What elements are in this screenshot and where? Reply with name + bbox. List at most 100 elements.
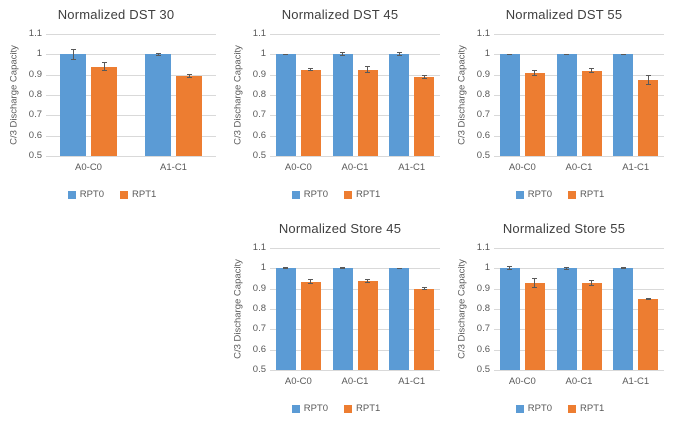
error-bar-cap-top [645, 74, 651, 76]
gridline [494, 268, 664, 270]
bar-rpt0-a0-c0 [275, 267, 296, 370]
legend-swatch-rpt0 [291, 190, 300, 199]
plot-area [270, 248, 440, 371]
legend-label-rpt0: RPT0 [527, 403, 552, 414]
bar-rpt0-a1-c1 [145, 52, 171, 156]
bar-group-a1-c1 [607, 34, 664, 156]
gridline [270, 156, 440, 157]
error-bar-cap-bottom [155, 54, 161, 56]
gridline [270, 135, 440, 137]
error-bar-cap-top [365, 278, 370, 280]
legend-swatch-rpt1 [344, 190, 352, 199]
gridline [270, 329, 440, 331]
error-bar-cap-top [589, 68, 594, 70]
bar-rpt1-a1-c1 [414, 287, 435, 370]
y-axis-title-text: C/3 Discharge Capacity [8, 45, 20, 145]
chart-plot-region: C/3 Discharge Capacity 1.1 1 0.9 0.8 0.7 0.6 0… [456, 243, 664, 375]
legend: RPT0 RPT1 [232, 189, 440, 200]
error-bar-cap-bottom [283, 268, 289, 270]
bar-rpt0-a1-c1 [389, 267, 410, 370]
gridline [46, 115, 216, 117]
y-axis-tick: 0.8 [28, 89, 42, 100]
error-bar-cap-bottom [186, 76, 192, 78]
error-bar-cap-bottom [620, 268, 626, 270]
gridline [46, 54, 216, 56]
gridline [494, 54, 664, 56]
y-axis-tick: 0.7 [252, 109, 266, 121]
legend-item-rpt0: RPT0 [291, 403, 328, 414]
bar-rpt0-a0-c1 [332, 267, 353, 370]
y-axis-title: C/3 Discharge Capacity [456, 248, 468, 370]
error-bar-cap-bottom [308, 283, 314, 284]
legend-swatch-rpt1 [344, 404, 352, 413]
error-bar-line [285, 267, 287, 270]
y-axis-tick: 0.8 [476, 89, 490, 100]
bar-rpt1-a0-c0 [300, 68, 321, 156]
error-bar-cap-bottom [365, 72, 370, 74]
plot-area [494, 248, 664, 371]
error-bar-line [72, 48, 74, 61]
legend-label-rpt1: RPT1 [580, 189, 605, 200]
error-bar-line [534, 69, 536, 76]
y-axis-tick: 1.1 [28, 28, 42, 39]
legend-swatch-rpt0 [291, 404, 300, 413]
y-axis-ticks: 1.1 1 0.9 0.8 0.7 0.6 0.5 [244, 243, 270, 375]
gridline [46, 95, 216, 96]
y-axis-title: C/3 Discharge Capacity [8, 34, 20, 156]
legend-swatch-rpt0 [67, 190, 76, 199]
error-bar-cap-top [532, 69, 538, 71]
error-bar-cap-top [365, 65, 370, 67]
x-axis-label-a0-c0: A0-C0 [284, 162, 312, 173]
x-axis-label-a0-c1: A0-C1 [565, 376, 593, 387]
gridline [270, 309, 440, 310]
x-axis-label-a1-c1: A1-C1 [398, 162, 426, 173]
bar-group-a0-c1 [327, 248, 384, 370]
error-bar-cap-top [186, 73, 192, 75]
y-axis-tick: 0.5 [476, 364, 490, 375]
error-bar-cap-bottom [396, 268, 402, 270]
bar-group-a0-c0 [270, 248, 327, 370]
plot-area [46, 34, 216, 157]
legend-swatch-rpt1 [120, 190, 128, 199]
legend: RPT0 RPT1 [8, 189, 216, 200]
x-axis-label-a1-c1: A1-C1 [622, 162, 650, 173]
y-axis-title: C/3 Discharge Capacity [232, 248, 244, 370]
error-bar-cap-top [421, 74, 427, 76]
y-axis-tick: 1.1 [252, 242, 266, 253]
error-bar-cap-bottom [340, 268, 345, 270]
legend-item-rpt0: RPT0 [515, 189, 552, 200]
y-axis-tick: 0.9 [476, 68, 490, 80]
bar-rpt0-a1-c1 [613, 53, 634, 156]
x-axis-labels: A0-C0 A1-C1 [46, 162, 216, 173]
error-bar-cap-top [283, 267, 289, 269]
bar-group-a1-c1 [131, 34, 216, 156]
legend-item-rpt1: RPT1 [120, 189, 156, 200]
error-bar-cap-top [507, 266, 513, 268]
y-axis-title-text: C/3 Discharge Capacity [232, 45, 244, 145]
chart-title: Normalized DST 45 [281, 7, 399, 22]
error-bar-line [647, 74, 649, 85]
chart-title: Normalized DST 55 [505, 7, 623, 22]
legend-item-rpt1: RPT1 [344, 189, 380, 200]
y-axis-tick: 1 [484, 48, 490, 60]
chart-title: Normalized Store 45 [278, 221, 402, 236]
error-bar-cap-bottom [532, 74, 538, 76]
y-axis-tick: 1 [484, 262, 490, 274]
error-bar-line [157, 52, 159, 56]
gridline [46, 34, 216, 35]
legend-item-rpt1: RPT1 [568, 403, 604, 414]
bar-rpt0-a0-c0 [499, 266, 520, 370]
gridline [494, 329, 664, 331]
y-axis-tick: 1 [260, 48, 266, 60]
chart-plot-region: C/3 Discharge Capacity 1.1 1 0.9 0.8 0.7 0.6 0… [232, 29, 440, 161]
bar-rpt1-a0-c0 [300, 279, 321, 370]
y-axis-tick: 1 [36, 48, 42, 60]
y-axis-tick: 1.1 [252, 28, 266, 39]
y-axis-ticks: 1.1 1 0.9 0.8 0.7 0.6 0.5 [244, 29, 270, 161]
gridline [270, 34, 440, 35]
error-bar-cap-bottom [507, 269, 513, 271]
y-axis-tick: 0.6 [476, 129, 490, 141]
legend-item-rpt1: RPT1 [568, 189, 604, 200]
gridline [494, 156, 664, 157]
legend-label-rpt0: RPT0 [527, 189, 552, 200]
